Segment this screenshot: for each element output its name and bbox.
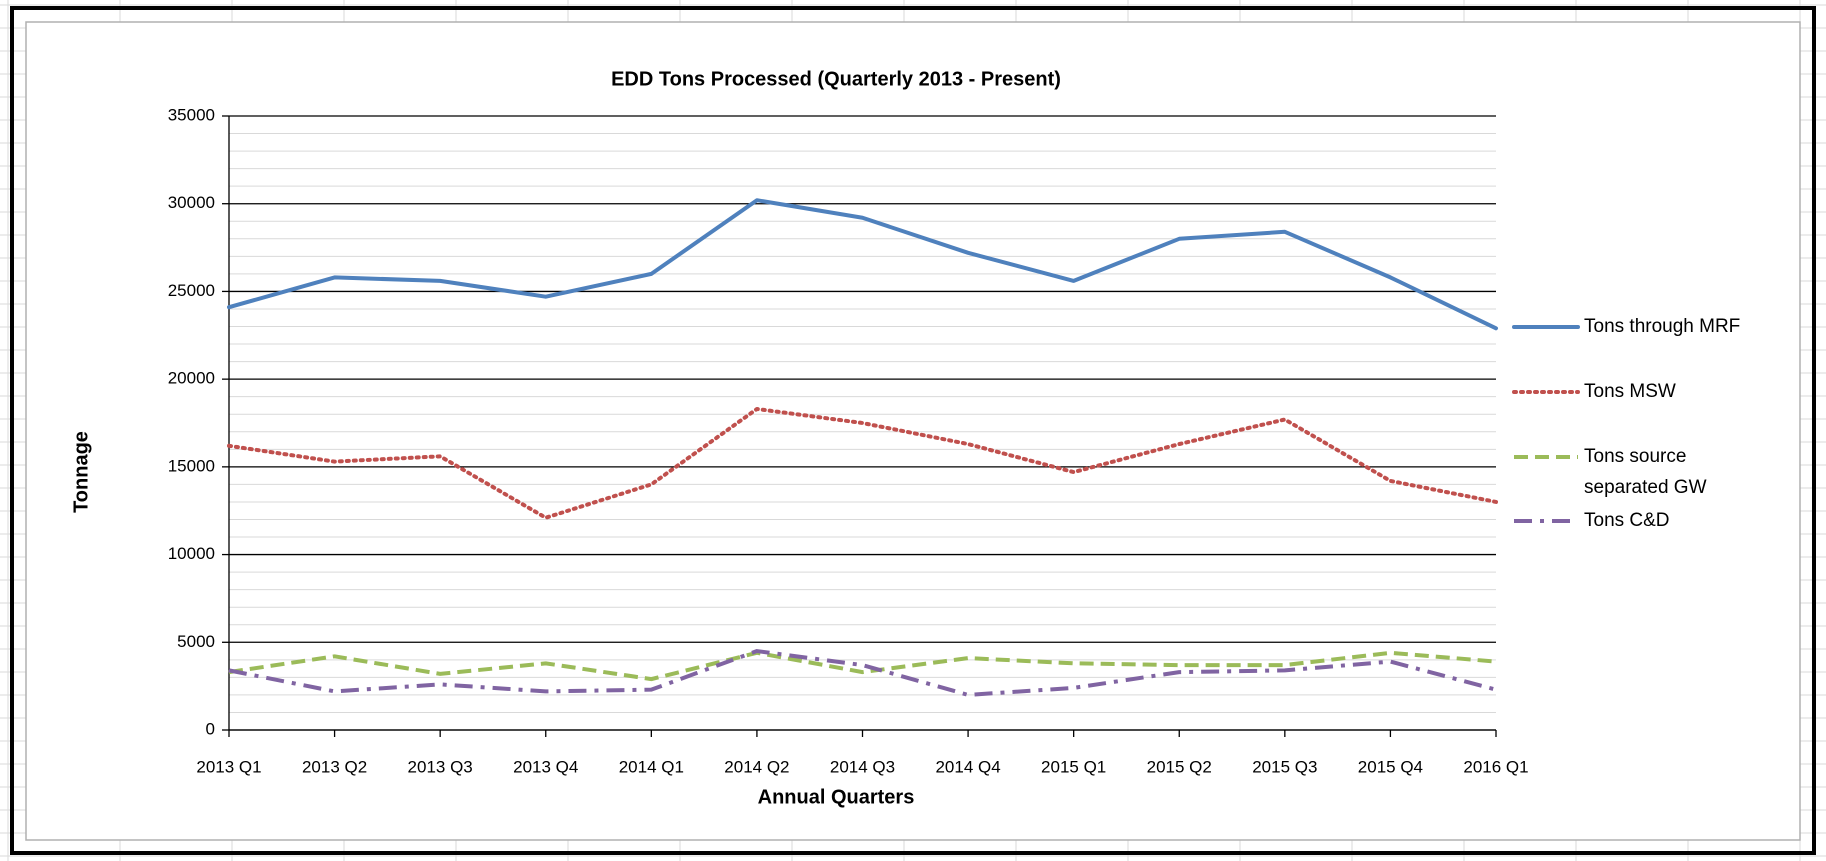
legend-label: Tons source separated GW: [1584, 446, 1707, 498]
x-tick-label: 2013 Q1: [196, 757, 261, 776]
chart-area: [25, 21, 1801, 841]
series-line: [228, 649, 1497, 697]
x-tick-label: 2014 Q3: [830, 757, 895, 776]
x-tick-label: 2015 Q2: [1147, 757, 1212, 776]
x-tick-label: 2014 Q1: [619, 757, 684, 776]
x-tick-label: 2013 Q2: [302, 757, 367, 776]
x-tick-label: 2013 Q4: [513, 757, 578, 776]
x-tick-label: 2016 Q1: [1463, 757, 1528, 776]
legend-label: Tons through MRF: [1584, 316, 1741, 337]
x-tick-label: 2013 Q3: [408, 757, 473, 776]
y-tick-label: 10000: [168, 544, 215, 563]
y-tick-label: 30000: [168, 193, 215, 212]
y-tick-label: 35000: [168, 105, 215, 124]
y-tick-label: 0: [206, 719, 215, 738]
x-tick-label: 2014 Q4: [935, 757, 1000, 776]
y-axis-label: Tonnage: [70, 431, 92, 513]
x-axis-label: Annual Quarters: [758, 786, 915, 808]
x-tick-label: 2015 Q1: [1041, 757, 1106, 776]
y-tick-label: 5000: [177, 632, 215, 651]
legend-label: Tons MSW: [1584, 381, 1676, 402]
series-line: [227, 406, 1498, 520]
series-line: [228, 650, 1497, 682]
legend-label: Tons C&D: [1584, 510, 1670, 531]
x-tick-label: 2014 Q2: [724, 757, 789, 776]
y-tick-label: 20000: [168, 369, 215, 388]
series-line: [227, 198, 1498, 331]
y-tick-label: 15000: [168, 456, 215, 475]
x-tick-label: 2015 Q3: [1252, 757, 1317, 776]
outer-frame: [10, 6, 1816, 855]
y-tick-label: 25000: [168, 281, 215, 300]
chart-title: EDD Tons Processed (Quarterly 2013 - Pre…: [611, 68, 1061, 90]
x-tick-label: 2015 Q4: [1358, 757, 1423, 776]
